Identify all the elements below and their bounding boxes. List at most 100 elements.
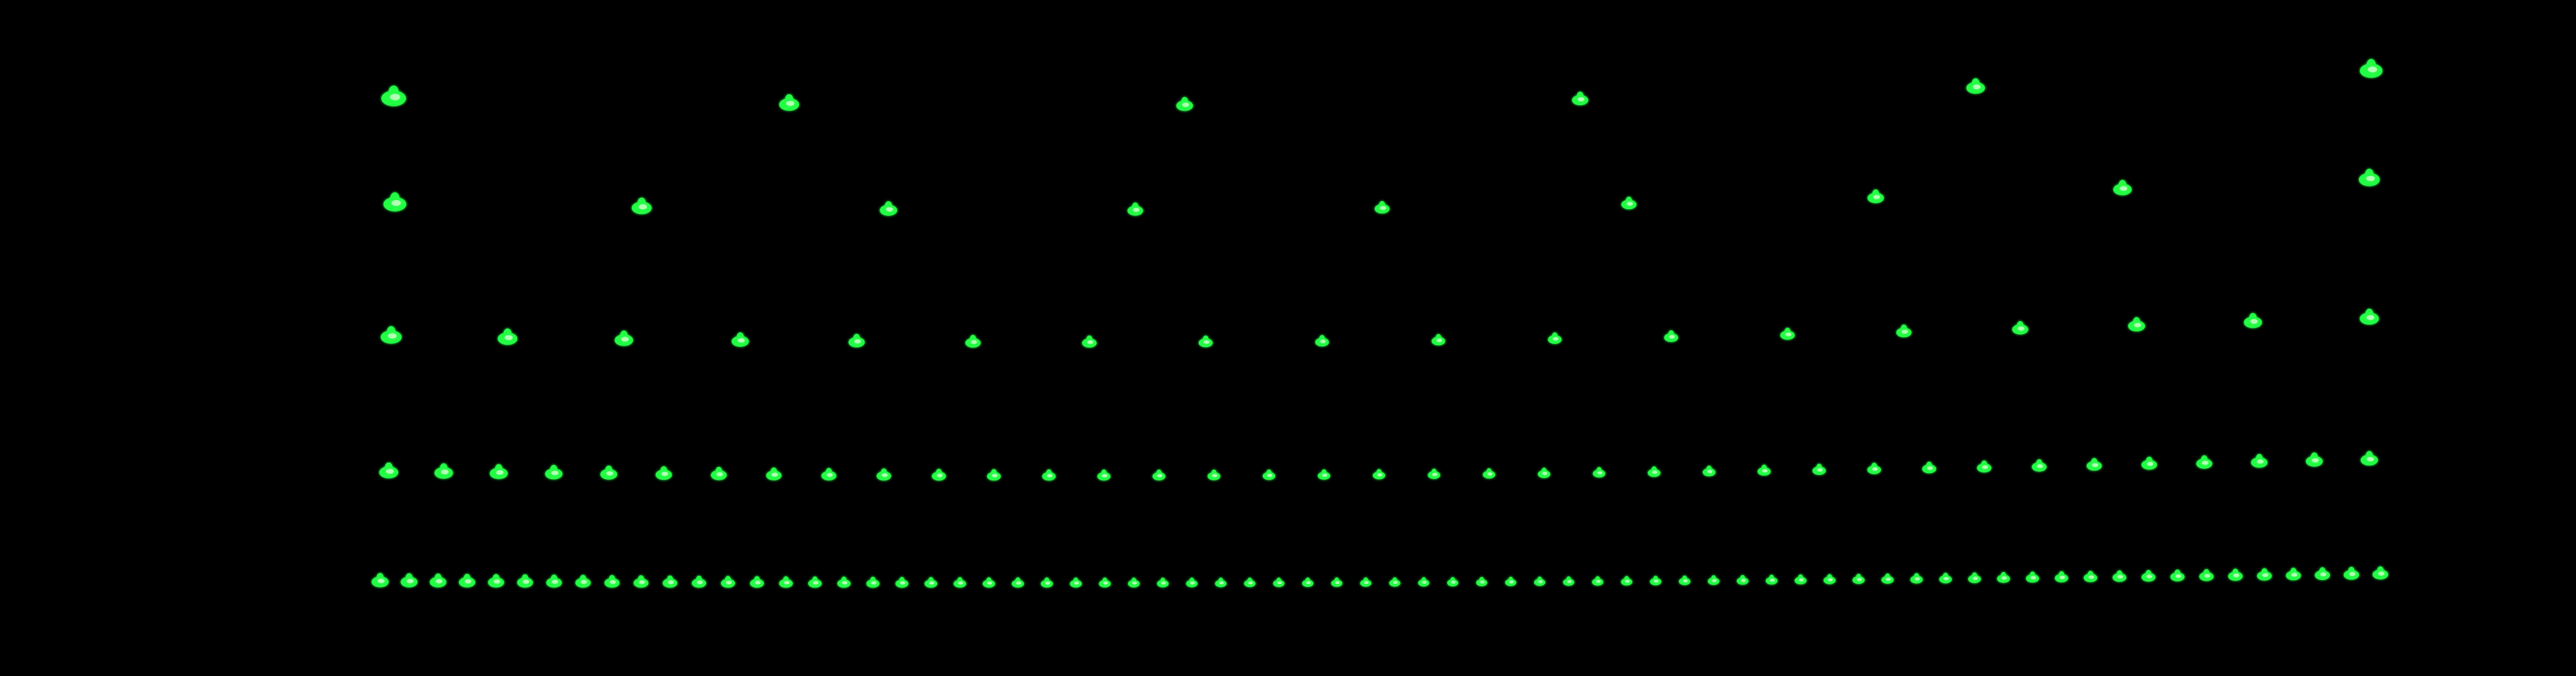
droplet-dot <box>1968 572 1981 583</box>
droplet-highlight <box>1393 581 1398 584</box>
droplet-dot <box>2170 569 2185 582</box>
droplet-dot <box>750 576 765 588</box>
droplet-dot <box>2228 568 2243 581</box>
droplet-highlight <box>958 581 963 585</box>
droplet-highlight <box>440 469 449 475</box>
droplet-highlight <box>881 473 888 477</box>
droplet-dot <box>1372 469 1386 480</box>
droplet-dot <box>1867 463 1882 474</box>
droplet-highlight <box>841 581 848 585</box>
droplet-dot <box>1736 575 1749 585</box>
droplet-dot <box>379 462 399 479</box>
droplet-dot <box>1302 577 1314 587</box>
droplet-dot <box>965 335 981 348</box>
droplet-highlight <box>522 579 530 584</box>
droplet-dot <box>2128 317 2145 332</box>
droplet-highlight <box>377 578 385 584</box>
droplet-highlight <box>1597 471 1603 475</box>
droplet-dot <box>575 575 591 588</box>
droplet-dot <box>1621 576 1632 586</box>
droplet-highlight <box>1422 581 1427 584</box>
droplet-highlight <box>771 472 778 477</box>
droplet-dot <box>1042 469 1056 481</box>
droplet-highlight <box>2175 574 2182 578</box>
droplet-dot <box>1070 577 1082 588</box>
droplet-highlight <box>1132 581 1137 585</box>
droplet-highlight <box>1567 580 1572 583</box>
droplet-highlight <box>1827 578 1833 581</box>
droplet-highlight <box>1306 581 1311 584</box>
droplet-highlight <box>1335 581 1340 584</box>
droplet-dot <box>1215 578 1227 587</box>
droplet-highlight <box>755 581 761 585</box>
droplet-highlight <box>1712 579 1717 583</box>
droplet-dot <box>1011 577 1024 588</box>
droplet-dot <box>1592 576 1604 586</box>
droplet-highlight <box>1624 579 1630 583</box>
droplet-dot <box>546 575 562 588</box>
droplet-highlight <box>435 579 443 584</box>
droplet-highlight <box>606 471 613 476</box>
droplet-dot <box>924 577 937 588</box>
droplet-highlight <box>581 579 587 584</box>
droplet-highlight <box>1480 580 1485 584</box>
droplet-highlight <box>1267 474 1273 477</box>
droplet-highlight <box>2312 458 2319 463</box>
droplet-dot <box>1538 467 1551 479</box>
droplet-highlight <box>1103 581 1108 585</box>
droplet-highlight <box>493 579 501 584</box>
droplet-dot <box>779 94 800 111</box>
droplet-dot <box>1679 575 1691 586</box>
droplet-highlight <box>2291 573 2297 577</box>
droplet-highlight <box>388 333 397 339</box>
droplet-highlight <box>504 335 513 341</box>
droplet-dot <box>866 576 880 588</box>
droplet-dot <box>2054 571 2069 583</box>
droplet-highlight <box>1982 465 1988 469</box>
droplet-dot <box>2083 570 2097 583</box>
droplet-dot <box>1041 577 1053 588</box>
droplet-highlight <box>992 474 998 477</box>
droplet-highlight <box>2366 315 2375 320</box>
droplet-dot <box>1428 468 1441 479</box>
droplet-dot <box>655 466 672 480</box>
droplet-highlight <box>2037 464 2043 468</box>
droplet-dot <box>1447 577 1458 587</box>
droplet-dot <box>837 576 851 588</box>
droplet-row-5 <box>372 566 2388 588</box>
droplet-dot <box>1097 469 1111 481</box>
droplet-highlight <box>1943 576 1949 581</box>
droplet-dot <box>877 468 891 481</box>
droplet-highlight <box>1596 579 1601 583</box>
droplet-highlight <box>1856 578 1862 581</box>
droplet-dot <box>1534 576 1546 586</box>
droplet-dot <box>1910 573 1923 584</box>
droplet-dot <box>1176 97 1193 111</box>
droplet-dot <box>2141 456 2157 470</box>
droplet-dot <box>1548 332 1562 344</box>
droplet-dot <box>779 576 793 588</box>
droplet-dot <box>1273 577 1285 587</box>
droplet-dot <box>1881 573 1894 584</box>
droplet-highlight <box>1538 580 1543 584</box>
droplet-highlight <box>2367 66 2377 73</box>
droplet-highlight <box>1432 472 1437 476</box>
droplet-highlight <box>1451 581 1456 584</box>
droplet-dot <box>931 469 946 481</box>
droplet-dot <box>631 197 652 215</box>
droplet-dot <box>691 575 707 588</box>
droplet-dot <box>2086 458 2102 471</box>
droplet-highlight <box>2088 575 2094 579</box>
droplet-highlight <box>1927 466 1933 471</box>
droplet-highlight <box>854 339 861 344</box>
droplet-highlight <box>1741 579 1746 583</box>
droplet-dot <box>1997 571 2010 583</box>
droplet-dot <box>459 573 475 588</box>
droplet-dot <box>2257 568 2272 581</box>
droplet-dot <box>400 573 418 587</box>
droplet-highlight <box>1102 474 1108 478</box>
droplet-dot <box>1315 335 1329 347</box>
droplet-dot <box>953 577 966 588</box>
droplet-dot <box>380 326 402 344</box>
